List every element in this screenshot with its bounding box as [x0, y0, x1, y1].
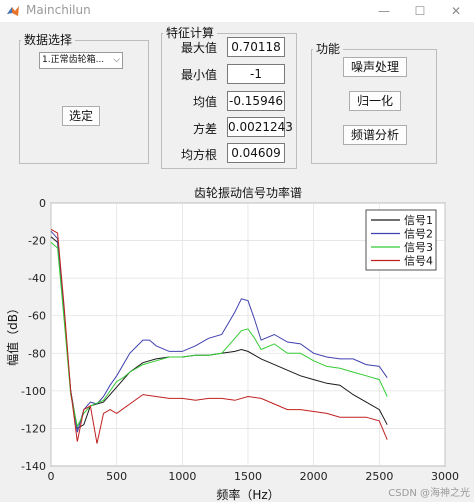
chevron-down-icon: ⌵	[113, 55, 120, 65]
min-label: 最小值	[180, 68, 217, 82]
rms-value-field[interactable]: 0.04609	[227, 143, 285, 163]
x-axis-label: 频率（Hz）	[216, 487, 279, 502]
legend-label-2: 信号2	[404, 228, 433, 241]
ticks: 0 500 1000 1500 2000 2500 3000 0 -20 -40 -60 -80 -10…	[21, 197, 459, 483]
title-bar: Mainchilun — ☐ ✕	[0, 0, 474, 22]
denoise-button[interactable]: 噪声处理	[343, 57, 407, 77]
mean-value-field[interactable]: -0.15946	[227, 91, 285, 111]
normalize-button[interactable]: 归一化	[349, 91, 401, 111]
x-tick-label: 500	[106, 470, 127, 483]
mean-label: 均值	[192, 95, 217, 109]
function-panel-title: 功能	[313, 42, 344, 56]
matlab-icon	[7, 6, 19, 16]
y-tick-label: -80	[28, 347, 46, 360]
data-select-title: 数据选择	[21, 33, 76, 47]
window-title: Mainchilun	[26, 3, 91, 17]
legend-label-1: 信号1	[404, 214, 433, 227]
dataset-selected: 1.正常齿轮箱...	[42, 55, 105, 65]
maximize-button[interactable]: ☐	[414, 4, 426, 18]
y-tick-label: -40	[28, 272, 46, 285]
feature-panel-title: 特征计算	[163, 26, 218, 40]
y-axis-label: 幅值（dB）	[5, 302, 20, 366]
data-select-panel	[19, 40, 149, 164]
series-line-3	[50, 242, 388, 429]
legend-label-3: 信号3	[404, 241, 433, 254]
y-tick-label: 0	[39, 197, 46, 210]
x-tick-label: 0	[48, 470, 55, 483]
y-tick-label: -60	[28, 310, 46, 323]
y-tick-label: -100	[21, 385, 46, 398]
x-tick-label: 1000	[168, 470, 196, 483]
dataset-dropdown[interactable]: 1.正常齿轮箱... ⌵	[39, 52, 123, 69]
x-tick-label: 2000	[300, 470, 328, 483]
confirm-button[interactable]: 选定	[62, 106, 100, 126]
max-value-field[interactable]: 0.70118	[227, 37, 285, 57]
y-tick-label: -140	[21, 460, 46, 473]
function-panel	[311, 49, 437, 164]
series	[50, 228, 388, 444]
y-tick-label: -120	[21, 422, 46, 435]
x-tick-label: 2500	[365, 470, 393, 483]
series-line-2	[50, 230, 388, 433]
spectrum-button[interactable]: 频谱分析	[343, 125, 407, 145]
close-button[interactable]: ✕	[450, 4, 462, 18]
max-label: 最大值	[180, 41, 217, 55]
min-value-field[interactable]: -1	[227, 64, 285, 84]
variance-label: 方差	[192, 122, 217, 136]
rms-label: 均方根	[180, 148, 217, 162]
chart-title: 齿轮振动信号功率谱	[194, 185, 302, 200]
minimize-button[interactable]: —	[378, 4, 390, 18]
x-tick-label: 1500	[234, 470, 262, 483]
legend-label-4: 信号4	[404, 255, 433, 268]
series-line-4	[50, 228, 388, 444]
feature-panel	[161, 33, 297, 169]
variance-value-field[interactable]: 0.0021243	[227, 117, 293, 137]
x-tick-label: 3000	[431, 470, 459, 483]
y-tick-label: -20	[28, 235, 46, 248]
watermark: CSDN @海神之光	[388, 486, 470, 499]
